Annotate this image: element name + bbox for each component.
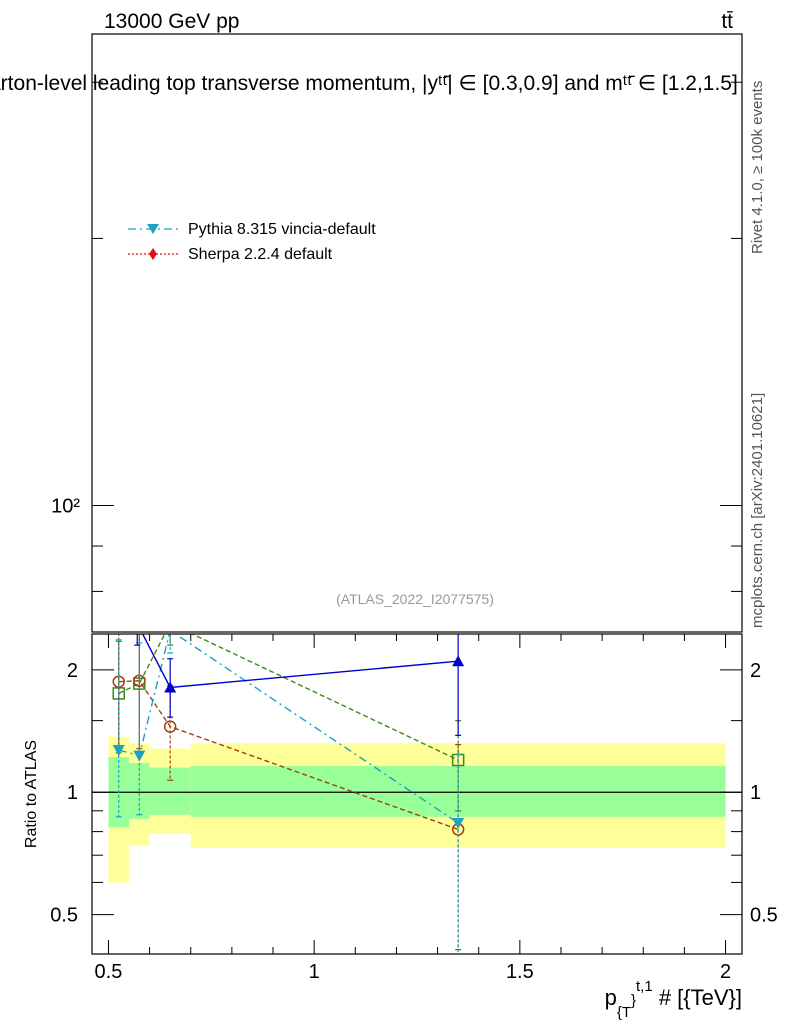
marker-data (131, 618, 143, 629)
y-tick-label-left: 1 (67, 782, 78, 804)
legend: Pythia 8.315 vincia-default Sherpa 2.2.4… (128, 221, 376, 263)
x-axis-label: p{T}t,1 # [{TeV}] (605, 978, 742, 1021)
series-data (131, 618, 465, 736)
ratio-uncertainty-bands (108, 736, 726, 883)
series-pythia (112, 634, 465, 954)
x-tick-label: 1.5 (506, 961, 534, 983)
main-frame (91, 33, 743, 633)
x-tick-label: 1 (309, 961, 320, 983)
marker-sherpa (163, 720, 177, 733)
analysis-watermark: (ATLAS_2022_I2077575) (336, 591, 494, 607)
y-tick-label-right: 0.5 (750, 905, 778, 927)
main-panel: 10² (ATLAS_2022_I2077575) Pythia 8.315 v… (51, 33, 743, 633)
ratio-panel: 0.5 1 1.5 2 0.5 0.5 1 1 2 2 Ratio to ATLAS p{T}t,… (23, 618, 778, 1021)
marker-pythia (168, 634, 172, 637)
process-label: tt̄ (721, 10, 733, 33)
series-line-extra (118, 634, 459, 761)
main-ytick-label: 10² (51, 495, 80, 517)
x-tick-label: 2 (720, 961, 731, 983)
ratio-axis-ticks: 0.5 1 1.5 2 0.5 0.5 1 1 2 2 (50, 634, 778, 983)
marker-pythia (452, 818, 465, 830)
y-tick-label-right: 1 (750, 782, 761, 804)
marker-data (164, 681, 177, 693)
band-inner-bin (149, 767, 191, 815)
series-line-pythia (118, 634, 459, 824)
x-axis-label-sub: {T (617, 1004, 631, 1021)
energy-label: 13000 GeV pp (104, 10, 239, 33)
x-axis-label-sup: t,1 (636, 978, 653, 995)
mcplots-label: mcplots.cern.ch [arXiv:2401.10621] (749, 393, 766, 628)
x-axis-label-sub-close: } (631, 992, 636, 1009)
legend-sherpa-marker (149, 248, 157, 260)
marker-pythia (133, 750, 146, 762)
marker-pythia (112, 745, 125, 757)
ratio-frame (91, 633, 743, 955)
series-line-data (141, 634, 459, 689)
x-axis-label-base: p (605, 985, 617, 1010)
x-tick-label: 0.5 (95, 961, 123, 983)
band-inner-bin (129, 762, 150, 819)
plot-title: Parton-level leading top transverse mome… (0, 72, 738, 95)
legend-sherpa-label: Sherpa 2.2.4 default (188, 246, 333, 263)
rivet-label: Rivet 4.1.0, ≥ 100k events (749, 81, 766, 254)
y-tick-label-right: 2 (750, 660, 761, 682)
marker-data (452, 655, 465, 667)
marker-extra (165, 618, 176, 629)
y-tick-label-left: 0.5 (50, 905, 78, 927)
legend-pythia-label: Pythia 8.315 vincia-default (188, 221, 376, 238)
legend-pythia-marker (147, 224, 159, 234)
main-y-ticks (92, 81, 742, 592)
ratio-series-group (112, 618, 465, 954)
x-axis-label-rest: # [{TeV}] (653, 985, 742, 1010)
ratio-y-axis-label: Ratio to ATLAS (23, 740, 40, 848)
series-line-sherpa (118, 680, 459, 831)
y-tick-label-left: 2 (67, 660, 78, 682)
